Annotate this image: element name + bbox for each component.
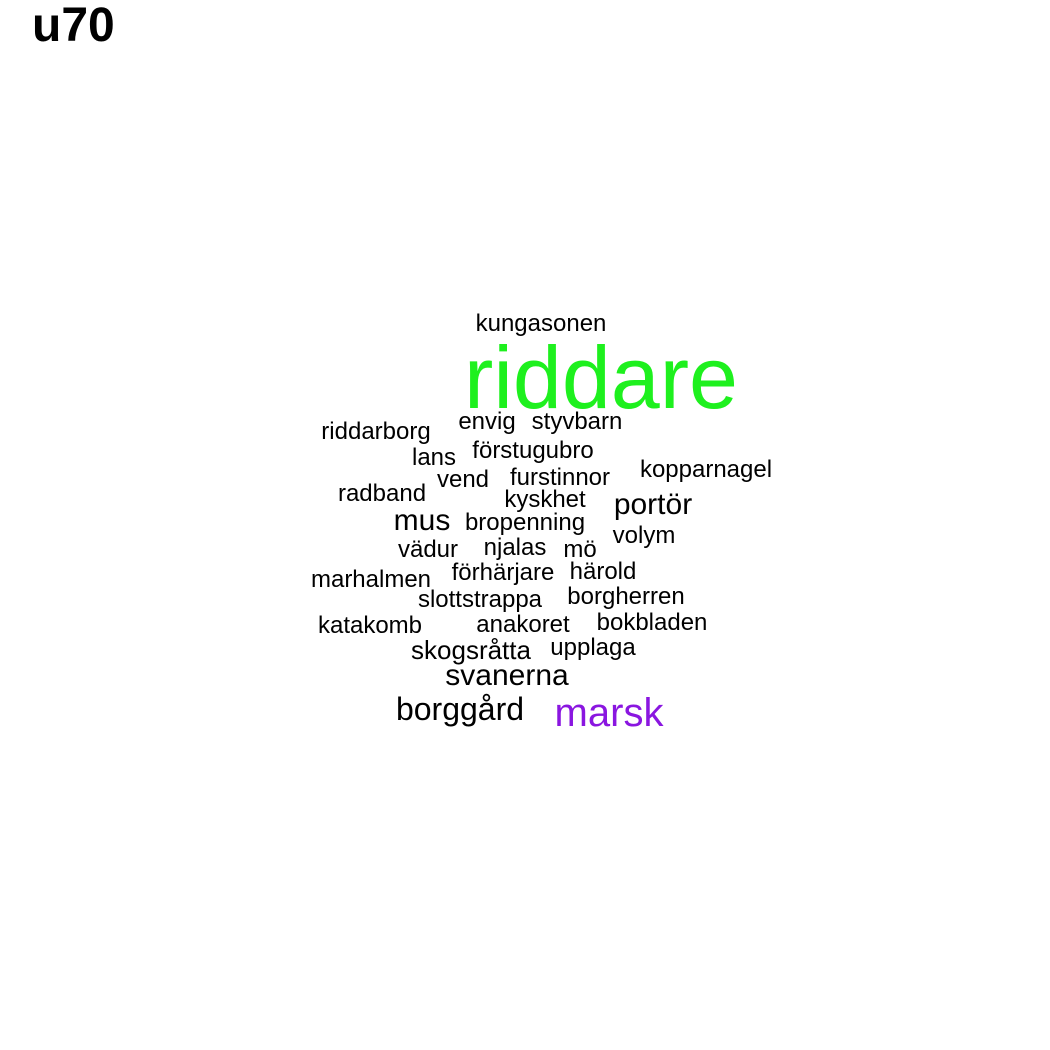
cloud-word: mö <box>563 536 597 563</box>
cloud-word: härold <box>569 558 637 585</box>
cloud-word: skogsråtta <box>411 635 531 665</box>
cloud-word: katakomb <box>317 612 423 639</box>
cloud-word: marhalmen <box>310 566 432 593</box>
cloud-word: kopparnagel <box>639 456 773 483</box>
cloud-word: förhärjare <box>451 559 555 586</box>
cloud-word: portör <box>613 488 693 521</box>
cloud-word: kungasonen <box>475 310 607 337</box>
cloud-title: u70 <box>32 0 115 52</box>
cloud-word: styvbarn <box>531 408 623 435</box>
cloud-word: bropenning <box>464 509 586 536</box>
cloud-word: njalas <box>483 534 547 561</box>
cloud-word: mus <box>393 504 451 537</box>
cloud-word: lans <box>411 444 457 471</box>
cloud-word: kyskhet <box>504 486 586 513</box>
cloud-word: bokbladen <box>596 609 708 636</box>
cloud-word: envig <box>458 408 516 435</box>
cloud-word: upplaga <box>550 634 636 661</box>
cloud-word: riddarborg <box>321 418 431 445</box>
cloud-word: slottstrappa <box>417 586 543 613</box>
cloud-word: furstinnor <box>509 464 611 491</box>
cloud-word: marsk <box>554 691 664 735</box>
cloud-word: vädur <box>397 536 459 563</box>
cloud-word: radband <box>337 480 427 507</box>
cloud-word: riddare <box>464 328 738 427</box>
cloud-word: svanerna <box>445 659 569 692</box>
cloud-word: borgherren <box>567 583 685 610</box>
cloud-word: förstugubro <box>472 437 594 464</box>
cloud-word: borggård <box>395 691 525 727</box>
cloud-word: volym <box>612 522 676 549</box>
cloud-word: anakoret <box>476 611 570 638</box>
cloud-word: vend <box>436 466 490 493</box>
